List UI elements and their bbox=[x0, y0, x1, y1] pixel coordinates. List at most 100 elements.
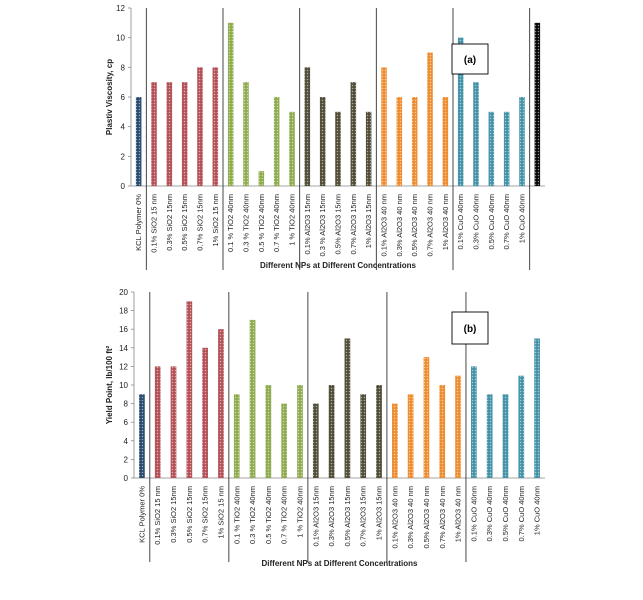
a-bar bbox=[181, 82, 188, 186]
a-category-label: 1% Al2O3 15nm bbox=[364, 194, 373, 248]
b-bar-texture bbox=[407, 394, 414, 478]
a-bar bbox=[212, 67, 219, 186]
b-bar-texture bbox=[170, 366, 177, 478]
a-bar-texture bbox=[396, 97, 403, 186]
a-category-label: 1% CuO 40nm bbox=[518, 194, 527, 243]
b-category-label: 0.7% SiO2 15nm bbox=[201, 486, 210, 543]
b-category-label: 0.7% Al2O3 40 nm bbox=[438, 486, 447, 549]
a-category-label: 1% SiO2 15 nm bbox=[211, 194, 220, 247]
a-category-label: 0.5 % TiO2 40nm bbox=[257, 194, 266, 252]
a-bar-texture bbox=[135, 97, 142, 186]
b-category-label: 0.3% Al2O3 15nm bbox=[327, 486, 336, 546]
a-category-label: 0.1% SiO2 15 nm bbox=[150, 194, 159, 253]
a-bar-texture bbox=[151, 82, 157, 186]
a-panel-label-box bbox=[451, 43, 489, 75]
a-y-tick-label: 12 bbox=[116, 4, 125, 13]
a-bar bbox=[519, 97, 525, 186]
b-bar-texture bbox=[360, 394, 367, 478]
a-bar-texture bbox=[503, 111, 510, 186]
a-category-label: 1% Al2O3 40 nm bbox=[441, 194, 450, 250]
b-bar bbox=[297, 385, 303, 478]
b-bar bbox=[486, 394, 493, 478]
a-bar bbox=[258, 171, 265, 186]
b-bar bbox=[518, 375, 525, 478]
b-bar bbox=[407, 394, 414, 478]
b-y-tick-label: 10 bbox=[119, 381, 128, 390]
b-bar-texture bbox=[502, 394, 509, 478]
b-y-axis-title: Yield Point, lb/100 ft² bbox=[105, 345, 114, 424]
a-bar-texture bbox=[166, 82, 173, 186]
b-bar-texture bbox=[518, 375, 525, 478]
b-bar bbox=[154, 366, 161, 478]
b-panel-label: (b) bbox=[464, 324, 477, 335]
a-bar-texture bbox=[350, 82, 357, 186]
b-bar-texture bbox=[455, 375, 461, 478]
a-bar-texture bbox=[258, 171, 265, 186]
a-bar bbox=[534, 22, 541, 187]
a-category-label: 0.7% Al2O3 15nm bbox=[349, 194, 358, 254]
a-panel-label: (a) bbox=[464, 55, 476, 66]
b-bar bbox=[249, 319, 256, 478]
b-bar-texture bbox=[344, 338, 351, 478]
a-bar bbox=[350, 82, 357, 186]
b-category-label: 0.5% Al2O3 40 nm bbox=[422, 486, 431, 549]
a-bar bbox=[488, 111, 495, 186]
b-y-tick-label: 2 bbox=[124, 455, 129, 464]
b-y-tick-label: 12 bbox=[119, 362, 128, 371]
b-bar bbox=[344, 338, 351, 478]
b-bar bbox=[218, 329, 224, 478]
a-bar-texture bbox=[212, 67, 219, 186]
a-bar bbox=[381, 67, 387, 186]
b-y-tick-label: 18 bbox=[119, 307, 128, 316]
a-x-axis-title: Different NPs at Different Concentration… bbox=[260, 261, 417, 270]
b-bar bbox=[265, 385, 272, 478]
a-bar-texture bbox=[488, 111, 495, 186]
b-panel-label-box bbox=[451, 311, 489, 345]
b-category-label: 0.5% SiO2 15nm bbox=[185, 486, 194, 543]
a-bar-texture bbox=[442, 97, 449, 186]
b-bar bbox=[186, 301, 193, 478]
b-category-label: 0.7% CuO 40nm bbox=[517, 486, 526, 541]
b-bar-texture bbox=[139, 394, 145, 478]
a-bar bbox=[135, 97, 142, 186]
b-category-label: 1% Al2O3 15nm bbox=[375, 486, 384, 540]
a-bar-texture bbox=[197, 67, 203, 186]
a-category-label: 0.3% SiO2 15nm bbox=[165, 194, 174, 251]
b-bar bbox=[328, 385, 335, 478]
b-y-tick-label: 4 bbox=[124, 437, 129, 446]
b-y-tick-label: 14 bbox=[119, 344, 128, 353]
b-bar-texture bbox=[439, 385, 446, 478]
b-bar bbox=[233, 394, 240, 478]
a-bar-texture bbox=[181, 82, 188, 186]
a-y-tick-label: 0 bbox=[121, 182, 126, 191]
a-bar bbox=[411, 97, 418, 186]
a-category-label: 0.7% Al2O3 40 nm bbox=[426, 194, 435, 257]
a-y-tick-label: 8 bbox=[121, 63, 126, 72]
a-bar-texture bbox=[473, 82, 479, 186]
b-bar bbox=[202, 347, 208, 478]
b-category-label: 0.1% CuO 40nm bbox=[469, 486, 478, 541]
chart-b: 0 2 4 6 8 10 12 14 16 18 20 KCL Polymer 0% 0.1% SiO2… bbox=[105, 288, 545, 568]
b-bar bbox=[360, 394, 367, 478]
a-bar bbox=[304, 67, 311, 186]
a-bar bbox=[473, 82, 479, 186]
b-bar-texture bbox=[297, 385, 303, 478]
b-category-label: 0.5% CuO 40nm bbox=[501, 486, 510, 541]
b-bar bbox=[471, 366, 477, 478]
b-bar bbox=[455, 375, 461, 478]
b-x-axis-title: Different NPs at Different Concentration… bbox=[261, 559, 418, 568]
a-bar bbox=[457, 37, 464, 186]
b-bar bbox=[391, 403, 398, 478]
a-bar-texture bbox=[457, 37, 464, 186]
a-category-label: 0.1% Al2O3 15nm bbox=[303, 194, 312, 254]
a-category-label: 0.5% SiO2 15nm bbox=[180, 194, 189, 251]
a-bar bbox=[365, 111, 372, 186]
a-bar-texture bbox=[519, 97, 525, 186]
b-bar-texture bbox=[328, 385, 335, 478]
b-bar-texture bbox=[376, 385, 382, 478]
a-category-label: 0.5% Al2O3 15nm bbox=[334, 194, 343, 254]
a-y-tick-label: 6 bbox=[121, 93, 126, 102]
a-bar bbox=[319, 97, 326, 186]
a-category-label: 0.1% Al2O3 40 nm bbox=[380, 194, 389, 257]
a-category-label: 0.1% CuO 40nm bbox=[456, 194, 465, 249]
